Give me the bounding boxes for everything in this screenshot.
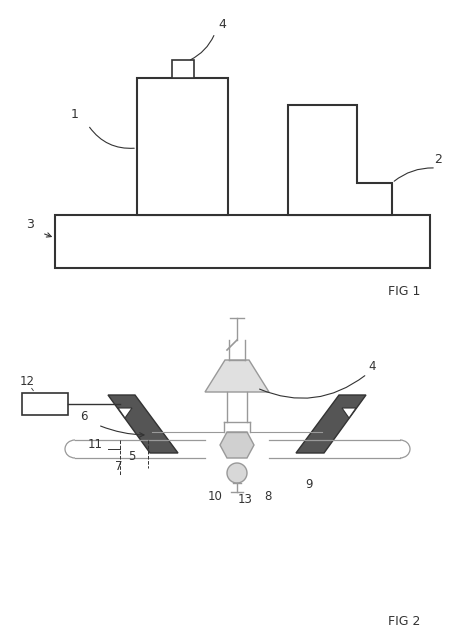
Text: 1: 1: [71, 108, 79, 121]
Text: 7: 7: [115, 460, 122, 473]
Text: 11: 11: [88, 438, 103, 451]
Text: FIG 1: FIG 1: [388, 285, 420, 298]
Polygon shape: [220, 432, 254, 458]
Bar: [22, 393, 68, 415]
Bar: [172, 60, 194, 78]
Text: 2: 2: [434, 153, 442, 166]
Bar: [137, 78, 228, 215]
Polygon shape: [205, 360, 269, 392]
Text: 10: 10: [208, 490, 223, 503]
Text: 12: 12: [20, 375, 35, 388]
Polygon shape: [118, 408, 132, 418]
Text: 9: 9: [305, 478, 312, 491]
Text: 6: 6: [80, 410, 88, 423]
Text: 4: 4: [218, 18, 226, 31]
Text: 8: 8: [264, 490, 272, 503]
Polygon shape: [342, 408, 356, 418]
Polygon shape: [288, 105, 392, 215]
Text: 13: 13: [238, 493, 253, 506]
Circle shape: [227, 463, 247, 483]
Text: 3: 3: [26, 218, 34, 231]
Bar: [55, 215, 430, 268]
Text: 5: 5: [128, 450, 136, 463]
Text: 4: 4: [368, 360, 375, 373]
Text: FIG 2: FIG 2: [388, 615, 420, 628]
Polygon shape: [296, 395, 366, 453]
Polygon shape: [108, 395, 178, 453]
